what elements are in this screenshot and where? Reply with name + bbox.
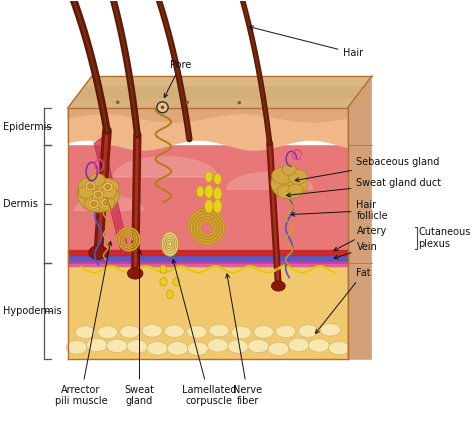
Ellipse shape bbox=[98, 195, 115, 210]
Text: Sweat gland duct: Sweat gland duct bbox=[286, 178, 442, 197]
Ellipse shape bbox=[90, 173, 105, 186]
Polygon shape bbox=[74, 196, 144, 210]
Ellipse shape bbox=[272, 167, 293, 184]
Ellipse shape bbox=[164, 325, 184, 338]
Circle shape bbox=[157, 102, 168, 113]
Ellipse shape bbox=[209, 324, 229, 337]
Circle shape bbox=[237, 101, 241, 104]
Ellipse shape bbox=[268, 342, 289, 356]
Ellipse shape bbox=[288, 184, 303, 197]
Text: Vein: Vein bbox=[334, 242, 377, 259]
Ellipse shape bbox=[167, 341, 188, 355]
Ellipse shape bbox=[103, 182, 113, 192]
Ellipse shape bbox=[98, 326, 118, 338]
Polygon shape bbox=[68, 108, 348, 150]
Ellipse shape bbox=[208, 338, 228, 352]
Ellipse shape bbox=[107, 339, 128, 353]
Polygon shape bbox=[226, 172, 313, 189]
Ellipse shape bbox=[88, 184, 93, 189]
Circle shape bbox=[116, 101, 119, 104]
Ellipse shape bbox=[77, 177, 119, 212]
Ellipse shape bbox=[66, 341, 87, 354]
Ellipse shape bbox=[173, 277, 180, 286]
Ellipse shape bbox=[298, 325, 318, 337]
Ellipse shape bbox=[187, 342, 208, 355]
Ellipse shape bbox=[89, 245, 108, 259]
Ellipse shape bbox=[288, 338, 309, 352]
Text: Lamellated
corpuscle: Lamellated corpuscle bbox=[172, 260, 236, 406]
Ellipse shape bbox=[213, 200, 222, 213]
Text: Hair: Hair bbox=[249, 26, 364, 58]
Ellipse shape bbox=[86, 338, 107, 352]
Text: Sebaceous gland: Sebaceous gland bbox=[295, 157, 440, 182]
Text: Artery: Artery bbox=[334, 226, 387, 250]
Polygon shape bbox=[113, 156, 218, 177]
Ellipse shape bbox=[282, 164, 296, 175]
Text: Nerve
fiber: Nerve fiber bbox=[226, 274, 263, 406]
Ellipse shape bbox=[91, 201, 97, 206]
Circle shape bbox=[185, 101, 189, 104]
Ellipse shape bbox=[248, 339, 269, 353]
Polygon shape bbox=[68, 97, 356, 108]
Ellipse shape bbox=[101, 198, 111, 208]
Ellipse shape bbox=[78, 177, 103, 195]
Ellipse shape bbox=[205, 200, 213, 213]
Ellipse shape bbox=[97, 179, 118, 195]
Ellipse shape bbox=[166, 290, 173, 298]
Polygon shape bbox=[68, 263, 348, 360]
Text: Fat: Fat bbox=[316, 268, 371, 333]
Ellipse shape bbox=[214, 173, 221, 184]
Ellipse shape bbox=[205, 171, 213, 182]
Ellipse shape bbox=[95, 192, 101, 197]
Text: Cutaneous
plexus: Cutaneous plexus bbox=[419, 227, 471, 249]
Ellipse shape bbox=[205, 185, 213, 198]
Polygon shape bbox=[76, 87, 364, 97]
Ellipse shape bbox=[142, 325, 162, 337]
Polygon shape bbox=[68, 108, 348, 123]
Ellipse shape bbox=[160, 277, 167, 286]
Ellipse shape bbox=[288, 169, 308, 184]
Text: Pore: Pore bbox=[164, 60, 191, 98]
Ellipse shape bbox=[128, 268, 143, 279]
Text: Sweat
gland: Sweat gland bbox=[125, 250, 155, 406]
Ellipse shape bbox=[231, 326, 251, 339]
Ellipse shape bbox=[85, 181, 96, 191]
Ellipse shape bbox=[105, 184, 111, 189]
Text: Epidermis: Epidermis bbox=[3, 122, 51, 132]
Text: Arrector
pili muscle: Arrector pili muscle bbox=[55, 242, 112, 406]
Ellipse shape bbox=[84, 196, 103, 211]
Ellipse shape bbox=[147, 341, 168, 355]
Ellipse shape bbox=[271, 167, 308, 199]
Ellipse shape bbox=[309, 339, 329, 352]
Ellipse shape bbox=[120, 325, 140, 338]
Polygon shape bbox=[68, 146, 348, 263]
Ellipse shape bbox=[93, 190, 103, 199]
Ellipse shape bbox=[213, 187, 222, 200]
Ellipse shape bbox=[89, 199, 99, 208]
Polygon shape bbox=[68, 76, 372, 108]
Ellipse shape bbox=[196, 186, 204, 197]
Ellipse shape bbox=[276, 325, 296, 338]
Ellipse shape bbox=[101, 186, 117, 199]
Polygon shape bbox=[94, 137, 128, 257]
Ellipse shape bbox=[160, 265, 167, 274]
Ellipse shape bbox=[187, 325, 207, 338]
Ellipse shape bbox=[254, 325, 273, 338]
Circle shape bbox=[161, 106, 164, 109]
Text: Hypodermis: Hypodermis bbox=[3, 306, 62, 316]
Ellipse shape bbox=[228, 340, 248, 353]
Text: Dermis: Dermis bbox=[3, 199, 38, 209]
Ellipse shape bbox=[328, 341, 349, 355]
Text: Hair
follicle: Hair follicle bbox=[291, 200, 388, 221]
Ellipse shape bbox=[75, 326, 95, 338]
Ellipse shape bbox=[277, 185, 294, 198]
Ellipse shape bbox=[272, 281, 285, 291]
Ellipse shape bbox=[127, 340, 147, 353]
Ellipse shape bbox=[161, 232, 179, 256]
Ellipse shape bbox=[320, 323, 340, 336]
Ellipse shape bbox=[78, 186, 94, 199]
Ellipse shape bbox=[103, 200, 109, 205]
Polygon shape bbox=[348, 76, 372, 360]
